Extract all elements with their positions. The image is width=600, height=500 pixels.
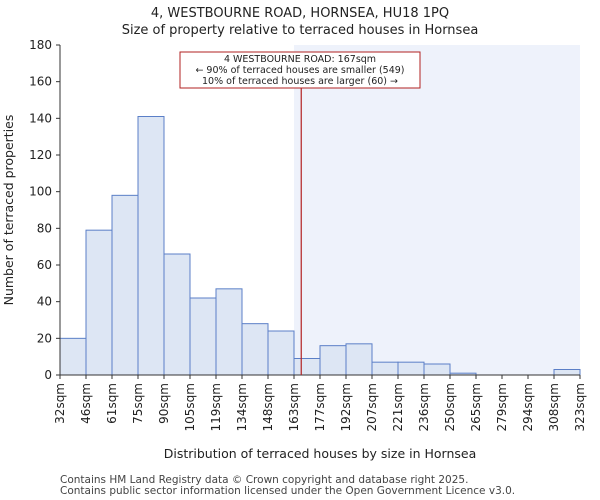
x-tick-label: 236sqm xyxy=(417,383,431,431)
bar xyxy=(397,361,425,376)
y-axis-title: Number of terraced properties xyxy=(1,115,16,306)
chart-title: 4, WESTBOURNE ROAD, HORNSEA, HU18 1PQ xyxy=(150,6,450,21)
bar xyxy=(59,337,87,376)
x-tick-label: 90sqm xyxy=(157,383,171,424)
footer-line-1: Contains HM Land Registry data © Crown c… xyxy=(60,474,469,486)
x-tick-label: 294sqm xyxy=(521,383,535,431)
bar xyxy=(137,116,165,376)
x-tick-label: 250sqm xyxy=(443,383,457,431)
x-tick-label: 148sqm xyxy=(261,383,275,431)
bar xyxy=(163,253,191,376)
highlight-region xyxy=(294,45,580,375)
y-tick-label: 120 xyxy=(29,148,52,162)
x-axis-title: Distribution of terraced houses by size … xyxy=(164,446,477,461)
x-tick-label: 46sqm xyxy=(79,383,93,424)
bar xyxy=(371,361,399,376)
bar xyxy=(319,345,347,376)
y-tick-label: 140 xyxy=(29,111,52,125)
y-tick-label: 20 xyxy=(37,331,52,345)
y-tick-label: 0 xyxy=(44,368,52,382)
y-tick-label: 160 xyxy=(29,75,52,89)
bar xyxy=(111,194,139,376)
y-tick-label: 180 xyxy=(29,38,52,52)
y-tick-label: 60 xyxy=(37,258,52,272)
annotation-line-1: 4 WESTBOURNE ROAD: 167sqm xyxy=(224,54,376,65)
x-tick-label: 323sqm xyxy=(573,383,587,431)
x-tick-label: 279sqm xyxy=(495,383,509,431)
x-tick-label: 221sqm xyxy=(391,383,405,431)
bar xyxy=(85,229,113,376)
chart-subtitle: Size of property relative to terraced ho… xyxy=(121,23,479,38)
y-tick-label: 100 xyxy=(29,185,52,199)
annotation-line-2: ← 90% of terraced houses are smaller (54… xyxy=(195,65,404,76)
x-tick-label: 61sqm xyxy=(105,383,119,424)
x-tick-label: 32sqm xyxy=(53,383,67,424)
bar xyxy=(345,343,373,376)
x-tick-label: 105sqm xyxy=(183,383,197,431)
bar xyxy=(215,288,243,376)
y-tick-label: 80 xyxy=(37,221,52,235)
x-tick-label: 163sqm xyxy=(287,383,301,431)
y-tick-label: 40 xyxy=(37,295,52,309)
bar xyxy=(293,358,321,376)
bar xyxy=(189,297,217,376)
bar xyxy=(423,363,451,376)
x-tick-label: 265sqm xyxy=(469,383,483,431)
bar xyxy=(553,369,581,376)
x-tick-label: 134sqm xyxy=(235,383,249,431)
footer-line-2: Contains public sector information licen… xyxy=(60,485,516,497)
x-tick-label: 177sqm xyxy=(313,383,327,431)
x-tick-label: 119sqm xyxy=(209,383,223,431)
bar xyxy=(267,330,295,376)
x-tick-label: 207sqm xyxy=(365,383,379,431)
x-tick-label: 75sqm xyxy=(131,383,145,424)
bar xyxy=(241,323,269,376)
annotation-line-3: 10% of terraced houses are larger (60) → xyxy=(202,76,398,87)
x-tick-label: 192sqm xyxy=(339,383,353,431)
x-tick-label: 308sqm xyxy=(547,383,561,431)
annotation-box xyxy=(179,51,421,89)
